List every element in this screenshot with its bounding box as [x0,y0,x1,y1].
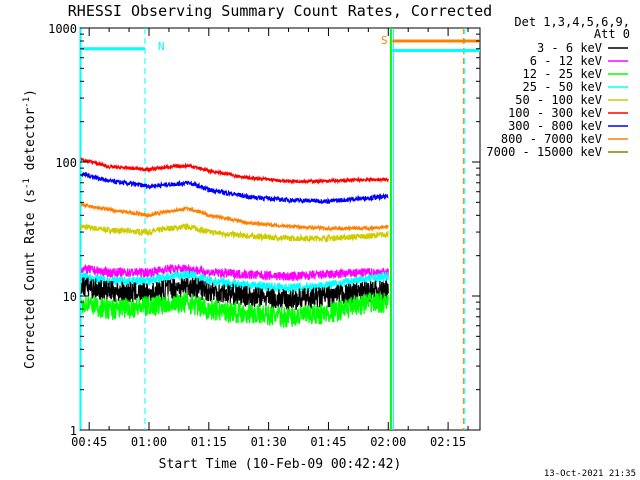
x-axis: 00:45 01:00 01:15 01:30 01:45 02:00 02:15 [71,28,469,449]
chart-title: RHESSI Observing Summary Count Rates, Co… [68,2,492,20]
legend-header-line2: Att 0 [594,27,630,41]
series-line-0 [80,277,389,310]
y-tick-label: 1 [70,424,77,438]
y-label-part2: detector [23,108,38,179]
series-line-3 [80,269,389,294]
x-axis-label: Start Time (10-Feb-09 00:42:42) [159,457,402,472]
y-label-part1: Corrected Count Rate (s [23,189,38,369]
y-axis: 1 10 100 1000 [48,22,480,438]
x-tick-label: 00:45 [71,435,107,449]
annotation-n: N [158,40,165,53]
x-tick-label: 01:00 [131,435,167,449]
legend-label: 800 - 7000 keV [501,132,602,146]
y-tick-label: 100 [55,156,77,170]
orbit-markers [79,28,480,430]
x-tick-label: 01:45 [310,435,346,449]
legend-label: 12 - 25 keV [523,67,602,81]
x-tick-label: 01:15 [191,435,227,449]
legend-label: 6 - 12 keV [530,54,602,68]
series-line-1 [80,263,389,282]
series-line-6 [80,171,389,205]
y-label-part3: ) [23,89,38,97]
y-tick-label: 1000 [48,22,77,36]
series-line-4 [80,222,389,243]
series-layer [80,157,389,328]
footer-date: 13-Oct-2021 21:35 [544,469,636,479]
x-tick-label: 01:30 [251,435,287,449]
y-label-sup1: -1 [22,178,32,189]
annotation-s: S [381,34,388,47]
legend-label: 100 - 300 keV [508,106,602,120]
legend-label: 3 - 6 keV [537,41,602,55]
legend-label: 300 - 800 keV [508,119,602,133]
y-label-sup2: -1 [22,97,32,108]
legend-label: 7000 - 15000 keV [486,145,602,159]
y-axis-label: Corrected Count Rate (s-1 detector-1) [22,89,38,369]
y-tick-label: 10 [63,290,77,304]
x-tick-label: 02:00 [370,435,406,449]
x-tick-label: 02:15 [430,435,466,449]
plot-area [79,27,481,431]
series-line-7 [80,202,389,233]
legend-label: 50 - 100 keV [515,93,602,107]
legend-label: 25 - 50 keV [523,80,602,94]
series-line-2 [80,292,389,328]
legend-header-line1: Det 1,3,4,5,6,9, [514,15,630,29]
series-line-5 [80,157,389,185]
